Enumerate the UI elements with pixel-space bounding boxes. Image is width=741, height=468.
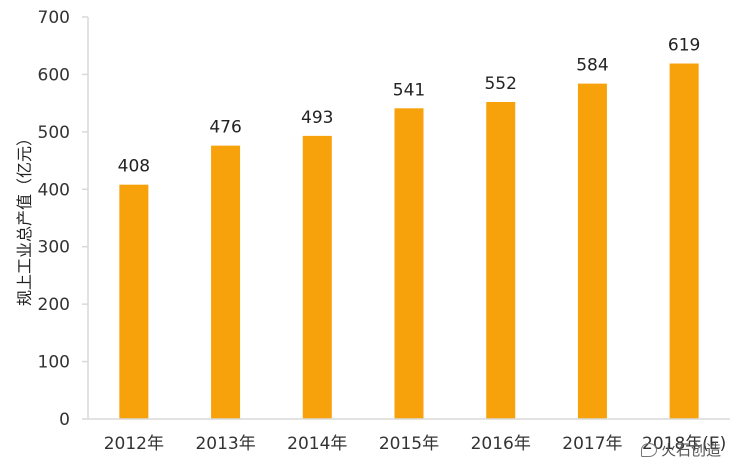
y-tick-label: 200 (38, 295, 70, 315)
wechat-bubble-icon (640, 442, 657, 457)
x-axis-ticks: 2012年 2013年 2014年 2015年 2016年 2017年 2018年(E) (104, 434, 727, 454)
bar-value-label: 408 (118, 157, 150, 177)
bar (669, 63, 699, 419)
x-tick-label: 2013年 (195, 434, 255, 454)
y-tick-label: 100 (38, 353, 70, 373)
bar (486, 101, 516, 419)
bar (119, 184, 149, 419)
bar (394, 108, 424, 419)
x-tick-label: 2014年 (287, 434, 347, 454)
y-tick-label: 600 (38, 65, 70, 85)
y-axis-ticks: 0 100 200 300 400 500 600 700 (38, 8, 88, 430)
bar (211, 145, 241, 419)
watermark-text: 火石创造 (660, 441, 721, 459)
x-tick-label: 2016年 (471, 434, 531, 454)
x-tick-label: 2018年(E) (642, 434, 726, 454)
value-labels-group: 408 476 493 541 552 584 619 (118, 36, 701, 177)
x-tick-label: 2012年 (104, 434, 164, 454)
y-axis-label: 规上工业总产值（亿元） (15, 130, 34, 306)
y-tick-label: 500 (38, 123, 70, 143)
bar-value-label: 541 (393, 80, 425, 100)
y-tick-label: 0 (59, 410, 70, 430)
bars-group (119, 63, 699, 420)
bar (577, 83, 607, 420)
y-tick-label: 700 (38, 8, 70, 28)
bar-value-label: 493 (301, 108, 333, 128)
bar (302, 135, 332, 419)
x-tick-label: 2017年 (562, 434, 622, 454)
bar-value-label: 476 (209, 118, 241, 138)
bar-value-label: 619 (668, 36, 700, 56)
bar-value-label: 552 (484, 74, 516, 94)
y-tick-label: 300 (38, 238, 70, 258)
bar-value-label: 584 (576, 56, 608, 76)
watermark: 火石创造 (640, 439, 721, 460)
y-tick-label: 400 (38, 180, 70, 200)
x-tick-label: 2015年 (379, 434, 439, 454)
